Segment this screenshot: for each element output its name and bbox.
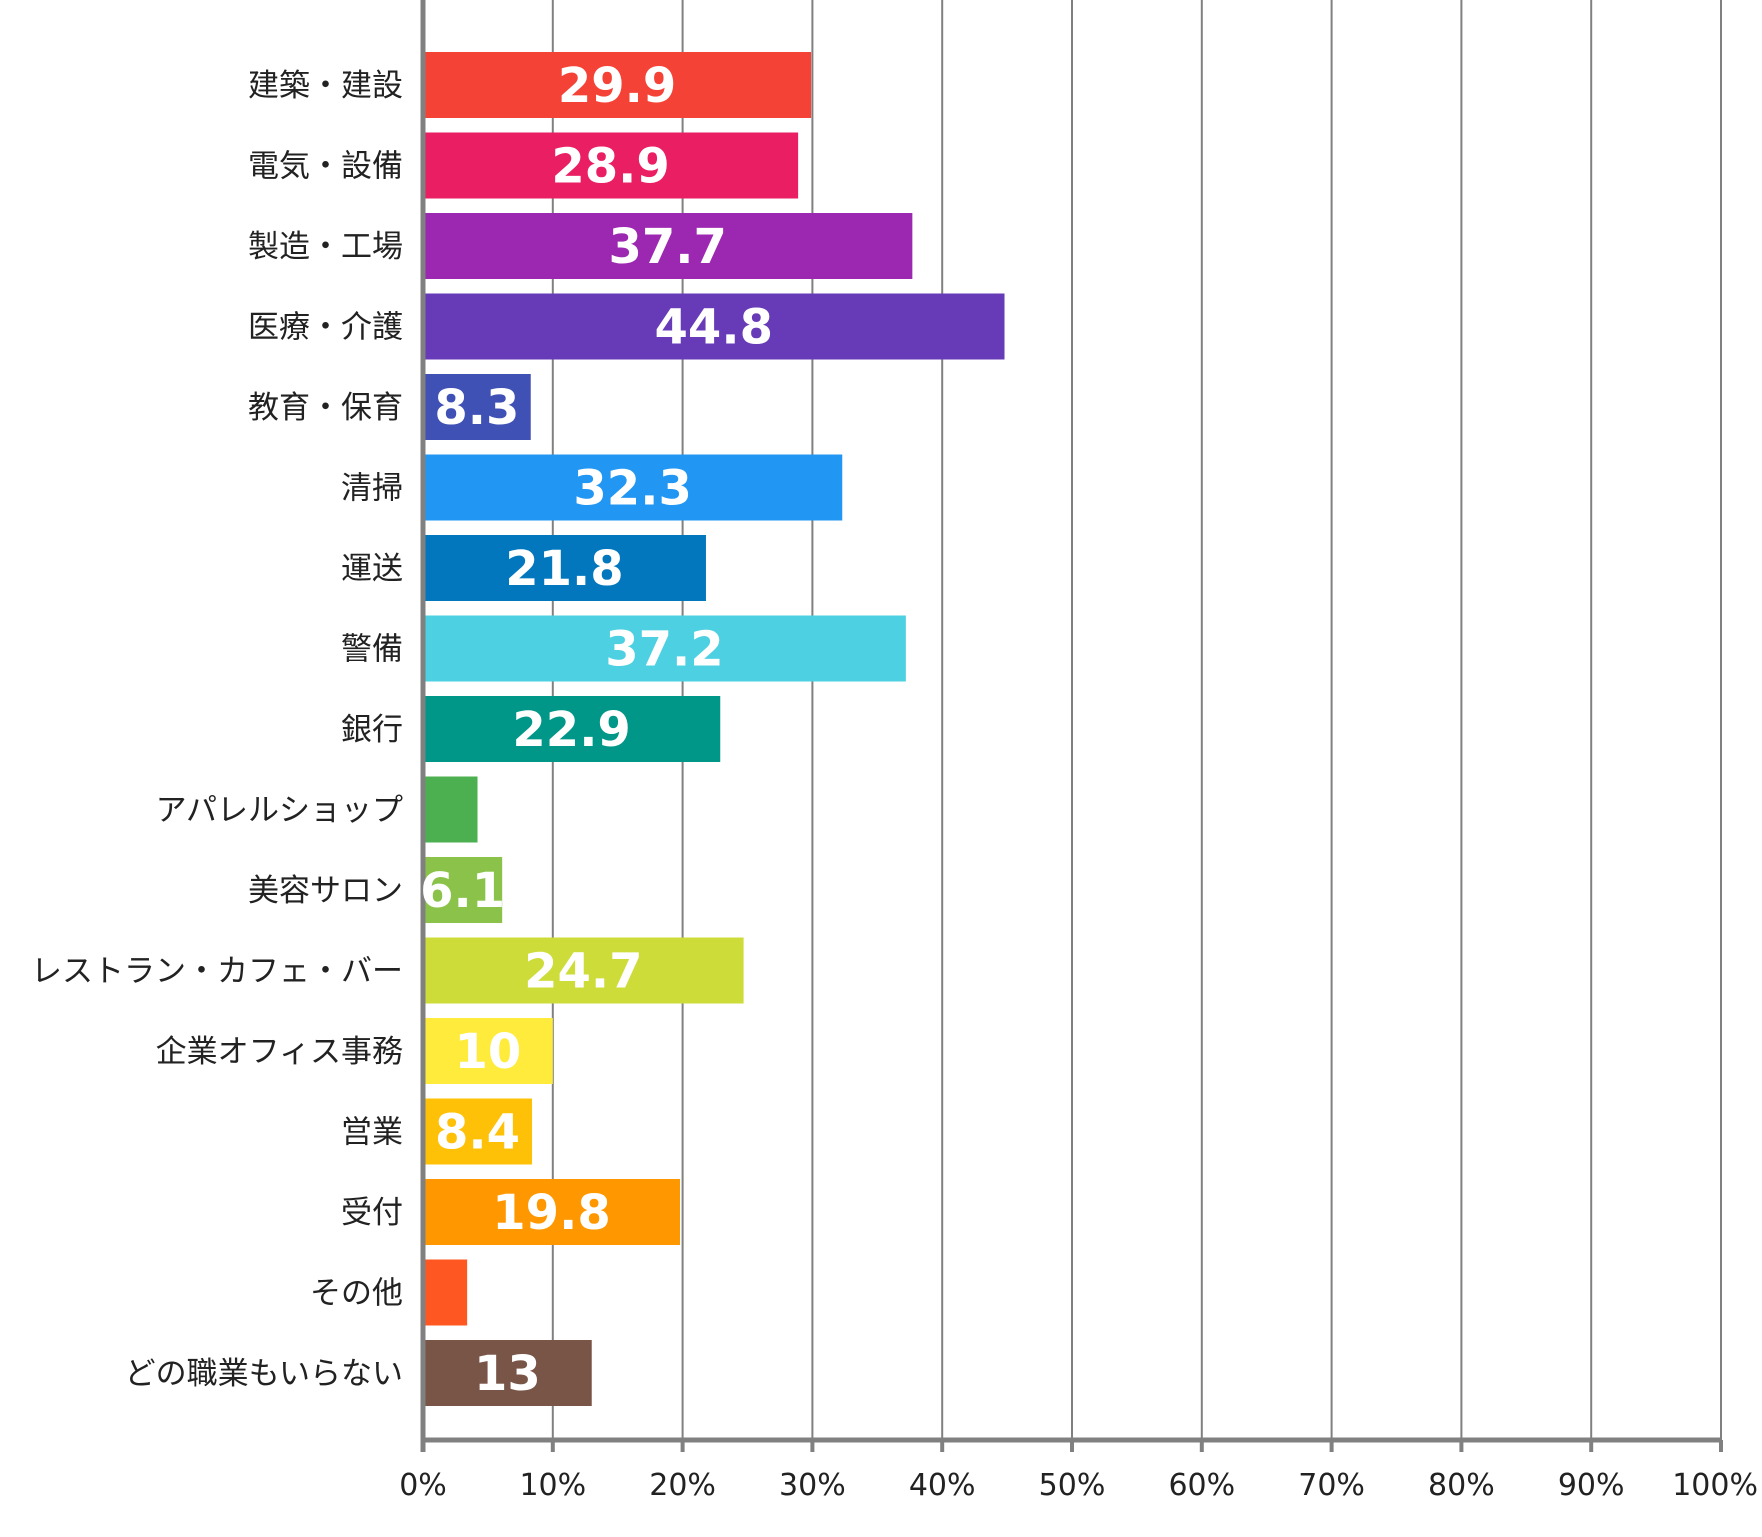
- x-tick-label: 0%: [399, 1468, 447, 1503]
- category-label: その他: [310, 1276, 403, 1312]
- value-label: 24.7: [524, 944, 642, 1000]
- value-label: 8.3: [434, 380, 519, 436]
- bars: [425, 52, 1005, 1406]
- category-label: 教育・保育: [248, 390, 403, 426]
- bar: [425, 374, 531, 440]
- category-label: どの職業もいらない: [125, 1356, 403, 1392]
- bar: [425, 1259, 468, 1326]
- bar: [425, 454, 843, 521]
- category-label: 運送: [341, 551, 403, 587]
- x-tick-label: 80%: [1428, 1468, 1495, 1503]
- category-label: 電気・設備: [248, 149, 403, 185]
- value-label: 19.8: [492, 1185, 610, 1241]
- bar: [425, 535, 706, 601]
- value-label: 21.8: [505, 541, 623, 597]
- x-tick-label: 70%: [1298, 1468, 1365, 1503]
- category-label: 警備: [341, 632, 403, 668]
- category-label: 受付: [341, 1195, 403, 1231]
- category-label: 製造・工場: [248, 229, 403, 265]
- x-tick-labels: 0% 10% 20% 30% 40% 50% 60% 70% 80% 90% 100%: [399, 1468, 1758, 1503]
- x-tick-label: 60%: [1168, 1468, 1235, 1503]
- bar: [425, 132, 799, 199]
- category-label: 企業オフィス事務: [156, 1034, 403, 1070]
- bar: [425, 857, 503, 923]
- bar: [425, 776, 478, 843]
- value-labels: 29.9 28.9 37.7 44.8 8.3 32.3 21.8 37.2 22.9 6.1 24…: [420, 58, 773, 1402]
- bar: [425, 937, 744, 1004]
- bar: [425, 1098, 533, 1165]
- category-label: レストラン・カフェ・バー: [31, 954, 403, 990]
- category-label: 美容サロン: [248, 873, 403, 909]
- value-label: 10: [455, 1024, 522, 1080]
- category-label: 営業: [341, 1115, 403, 1151]
- x-tick-label: 20%: [649, 1468, 716, 1503]
- value-label: 13: [474, 1346, 541, 1402]
- bar: [425, 1179, 681, 1245]
- x-tick-label: 10%: [519, 1468, 586, 1503]
- bar: [425, 213, 913, 279]
- bar: [425, 1018, 553, 1084]
- bar: [425, 696, 721, 762]
- category-label: 建築・建設: [248, 68, 403, 104]
- value-label: 32.3: [573, 461, 691, 517]
- x-tick-label: 100%: [1672, 1468, 1758, 1503]
- category-label: 銀行: [341, 712, 403, 748]
- bar: [425, 52, 812, 118]
- value-label: 44.8: [655, 300, 773, 356]
- category-label: アパレルショップ: [156, 793, 403, 829]
- bar: [425, 293, 1005, 360]
- x-tick-label: 40%: [909, 1468, 976, 1503]
- bar: [425, 1340, 592, 1406]
- category-label: 清掃: [341, 471, 403, 507]
- category-labels: 建築・建設電気・設備製造・工場医療・介護教育・保育清掃運送警備銀行アパレルショッ…: [31, 68, 403, 1392]
- value-label: 28.9: [551, 139, 669, 195]
- value-label: 37.7: [608, 219, 726, 275]
- x-tick-label: 30%: [779, 1468, 846, 1503]
- value-label: 22.9: [512, 702, 630, 758]
- value-label: 37.2: [605, 622, 723, 678]
- value-label: 29.9: [558, 58, 676, 114]
- value-label: 6.1: [420, 863, 505, 919]
- bar: [425, 615, 906, 682]
- value-label: 8.4: [435, 1105, 520, 1161]
- x-tick-label: 50%: [1039, 1468, 1106, 1503]
- category-label: 医療・介護: [248, 310, 403, 346]
- axes: [420, 0, 1723, 1452]
- x-tick-label: 90%: [1558, 1468, 1625, 1503]
